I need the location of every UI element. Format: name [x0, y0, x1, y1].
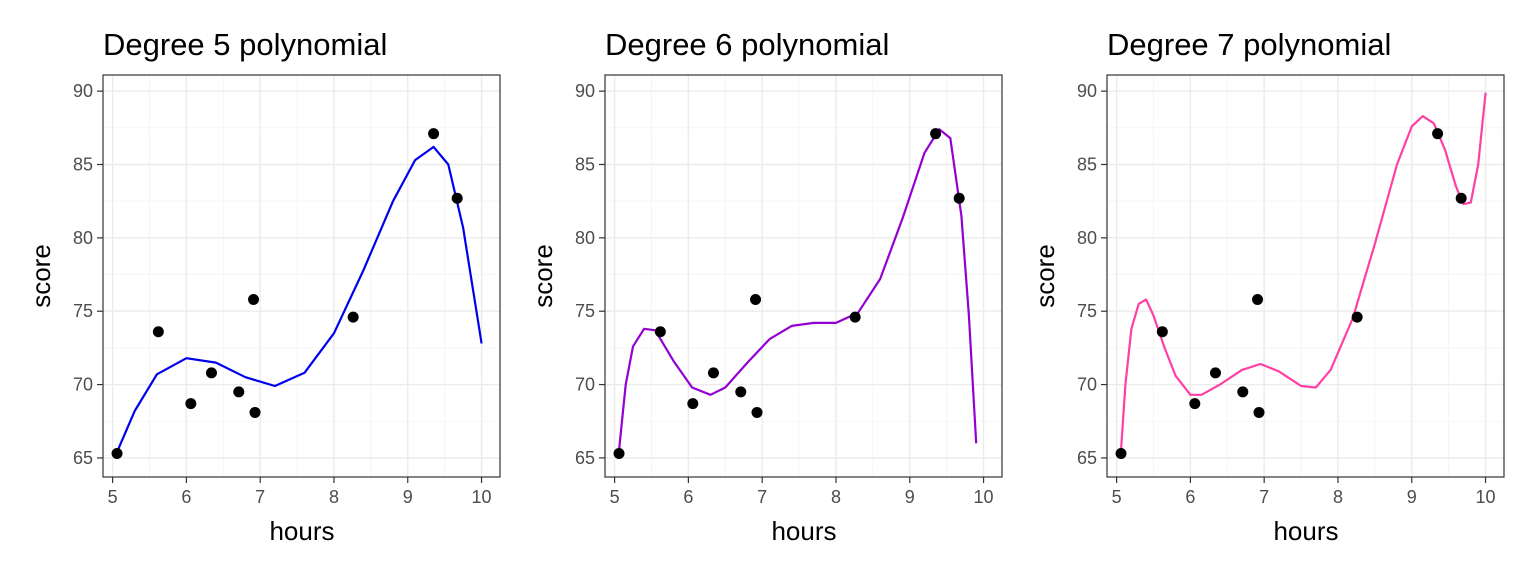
- fit-curve: [115, 145, 483, 453]
- data-point: [1237, 386, 1249, 398]
- y-tick-label: 75: [73, 301, 93, 321]
- panel-border: [102, 74, 501, 478]
- data-point: [249, 406, 261, 418]
- data-point: [347, 311, 359, 323]
- data-point: [1115, 448, 1127, 460]
- grid: [1107, 75, 1504, 477]
- x-tick-label: 5: [610, 487, 620, 507]
- y-tick-label: 80: [1077, 228, 1097, 248]
- data-point: [750, 293, 762, 305]
- x-tick-label: 10: [974, 487, 994, 507]
- y-tick-label: 70: [73, 375, 93, 395]
- y-tick-label: 70: [1077, 375, 1097, 395]
- x-tick-label: 6: [1185, 487, 1195, 507]
- panel-degree-5: Degree 5 polynomial hours score 5 6 7 8 9 10 6…: [26, 27, 501, 546]
- x-tick-label: 9: [1407, 487, 1417, 507]
- grid: [103, 75, 500, 477]
- x-tick-label: 7: [1259, 487, 1269, 507]
- y-tick-label: 65: [575, 448, 595, 468]
- data-point: [233, 386, 245, 398]
- data-point: [451, 192, 463, 204]
- x-tick-label: 9: [403, 487, 413, 507]
- panel-title: Degree 5 polynomial: [103, 27, 387, 62]
- data-point: [953, 192, 965, 204]
- x-tick-label: 8: [1333, 487, 1343, 507]
- data-point: [152, 326, 164, 338]
- y-tick-label: 90: [575, 81, 595, 101]
- y-tick-label: 90: [1077, 81, 1097, 101]
- panel-title: Degree 6 polynomial: [605, 27, 889, 62]
- data-point: [849, 311, 861, 323]
- data-point: [930, 128, 942, 140]
- data-point: [1252, 293, 1264, 305]
- fit-curve: [1119, 92, 1487, 451]
- panel-border: [1106, 74, 1505, 478]
- grid: [605, 75, 1002, 477]
- data-point: [1351, 311, 1363, 323]
- x-tick-label: 9: [905, 487, 915, 507]
- data-point: [1455, 192, 1467, 204]
- y-tick-label: 85: [1077, 154, 1097, 174]
- panel-title: Degree 7 polynomial: [1107, 27, 1391, 62]
- data-point: [1432, 128, 1444, 140]
- data-point: [735, 386, 747, 398]
- data-point: [687, 398, 699, 410]
- data-point: [751, 406, 763, 418]
- x-tick-label: 5: [108, 487, 118, 507]
- y-axis-title: score: [528, 244, 558, 308]
- data-point: [613, 448, 625, 460]
- y-tick-label: 75: [575, 301, 595, 321]
- fit-curve: [617, 128, 978, 451]
- y-tick-label: 70: [575, 375, 595, 395]
- y-tick-label: 75: [1077, 301, 1097, 321]
- data-point: [248, 293, 260, 305]
- panel-border: [604, 74, 1003, 478]
- y-tick-label: 80: [73, 228, 93, 248]
- data-point: [1189, 398, 1201, 410]
- panel-degree-6: Degree 6 polynomial hours score 5 6 7 8 9 10 6…: [528, 27, 1003, 546]
- x-tick-label: 8: [831, 487, 841, 507]
- y-tick-label: 85: [73, 154, 93, 174]
- x-tick-label: 7: [255, 487, 265, 507]
- x-tick-label: 8: [329, 487, 339, 507]
- data-point: [205, 367, 217, 379]
- x-axis-title: hours: [1273, 516, 1338, 546]
- data-point: [428, 128, 440, 140]
- y-tick-label: 90: [73, 81, 93, 101]
- data-point: [111, 448, 123, 460]
- data-point: [654, 326, 666, 338]
- panel-degree-7: Degree 7 polynomial hours score 5 6 7 8 9 10 6…: [1030, 27, 1505, 546]
- x-tick-label: 6: [181, 487, 191, 507]
- data-point: [1156, 326, 1168, 338]
- y-tick-label: 80: [575, 228, 595, 248]
- data-point: [707, 367, 719, 379]
- x-tick-label: 6: [683, 487, 693, 507]
- y-axis-title: score: [26, 244, 56, 308]
- y-axis-title: score: [1030, 244, 1060, 308]
- x-tick-label: 7: [757, 487, 767, 507]
- x-axis-title: hours: [269, 516, 334, 546]
- x-tick-label: 5: [1112, 487, 1122, 507]
- data-point: [185, 398, 197, 410]
- x-axis-title: hours: [771, 516, 836, 546]
- y-tick-label: 65: [73, 448, 93, 468]
- data-point: [1209, 367, 1221, 379]
- x-tick-label: 10: [472, 487, 492, 507]
- y-tick-label: 65: [1077, 448, 1097, 468]
- y-tick-label: 85: [575, 154, 595, 174]
- data-point: [1253, 406, 1265, 418]
- x-tick-label: 10: [1476, 487, 1496, 507]
